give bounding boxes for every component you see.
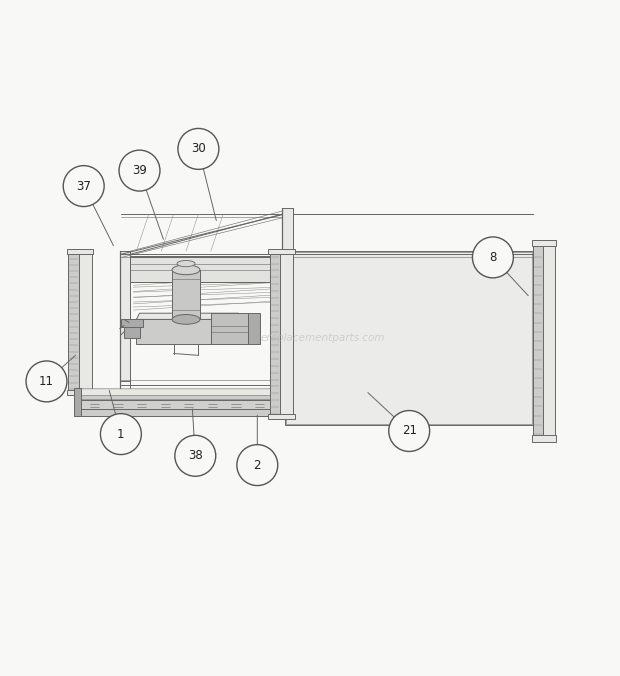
Polygon shape xyxy=(74,387,81,416)
Circle shape xyxy=(63,166,104,207)
Polygon shape xyxy=(532,240,556,246)
Circle shape xyxy=(472,237,513,278)
Polygon shape xyxy=(248,313,260,344)
Polygon shape xyxy=(67,249,93,254)
Polygon shape xyxy=(268,414,294,418)
Text: 1: 1 xyxy=(117,428,125,441)
Circle shape xyxy=(178,128,219,170)
Polygon shape xyxy=(282,208,293,381)
Polygon shape xyxy=(136,319,236,344)
Circle shape xyxy=(26,361,67,402)
Polygon shape xyxy=(78,389,291,395)
Polygon shape xyxy=(532,435,556,441)
Polygon shape xyxy=(542,242,555,437)
Polygon shape xyxy=(533,245,542,440)
Polygon shape xyxy=(78,394,291,400)
Text: 21: 21 xyxy=(402,425,417,437)
Circle shape xyxy=(237,445,278,485)
Polygon shape xyxy=(124,326,140,338)
Circle shape xyxy=(119,150,160,191)
Text: ereplacementparts.com: ereplacementparts.com xyxy=(260,333,384,343)
Text: 37: 37 xyxy=(76,180,91,193)
Text: 11: 11 xyxy=(39,375,54,388)
Polygon shape xyxy=(270,252,280,416)
Text: 30: 30 xyxy=(191,143,206,155)
Ellipse shape xyxy=(172,314,200,324)
Polygon shape xyxy=(211,313,248,344)
Ellipse shape xyxy=(172,265,200,274)
Polygon shape xyxy=(68,252,79,394)
Circle shape xyxy=(100,414,141,454)
Polygon shape xyxy=(172,270,200,319)
Polygon shape xyxy=(286,252,532,424)
Polygon shape xyxy=(279,251,293,416)
Polygon shape xyxy=(136,313,239,319)
Polygon shape xyxy=(285,251,533,425)
Polygon shape xyxy=(67,390,93,395)
Polygon shape xyxy=(120,251,130,381)
Text: 39: 39 xyxy=(132,164,147,177)
Polygon shape xyxy=(79,409,287,416)
Polygon shape xyxy=(78,251,92,391)
Text: 38: 38 xyxy=(188,450,203,462)
Polygon shape xyxy=(268,249,294,254)
Text: 2: 2 xyxy=(254,458,261,472)
Polygon shape xyxy=(130,256,282,282)
Polygon shape xyxy=(78,400,288,409)
Circle shape xyxy=(389,410,430,452)
Polygon shape xyxy=(121,319,143,327)
Ellipse shape xyxy=(177,260,195,266)
Text: 8: 8 xyxy=(489,251,497,264)
Circle shape xyxy=(175,435,216,477)
